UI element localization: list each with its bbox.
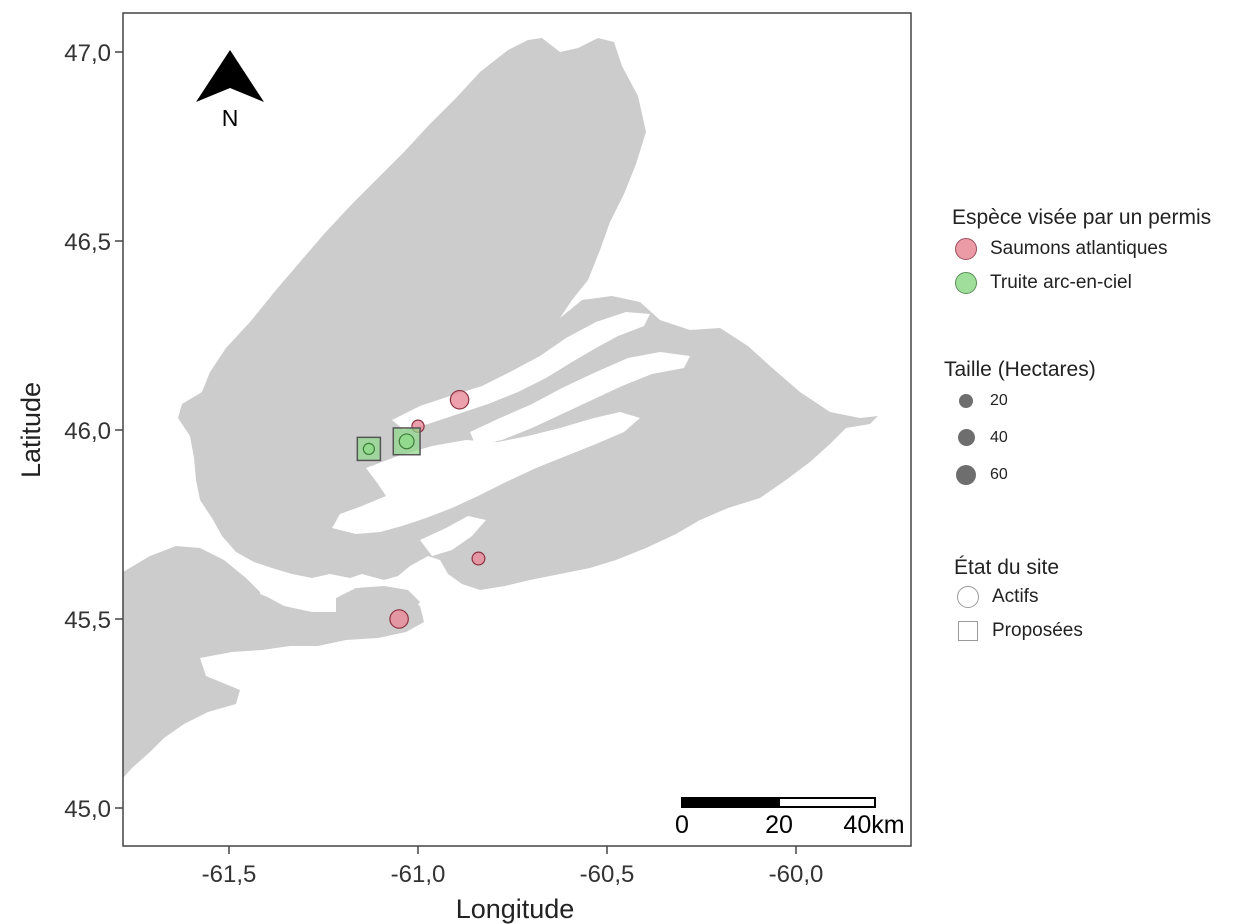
strait-of-canso — [260, 584, 306, 606]
x-tick-label: -61,5 — [202, 861, 257, 888]
legend-state: État du site Actifs Proposées — [954, 556, 1083, 648]
north-arrow-label: N — [222, 105, 239, 131]
legend-label-trout: Truite arc-en-ciel — [990, 272, 1132, 293]
legend-item-salmon: Saumons atlantiques — [952, 230, 1211, 268]
x-tick-label: -61,0 — [391, 861, 446, 888]
size-60-swatch — [952, 461, 980, 489]
x-axis: -61,5 -61,0 -60,5 -60,0 — [202, 846, 824, 888]
trout-site-marker — [362, 442, 375, 456]
legend-label-proposed: Proposées — [992, 620, 1083, 641]
salmon-site-marker — [449, 389, 470, 410]
legend-label-size-40: 40 — [990, 428, 1008, 446]
y-tick-label: 47,0 — [64, 40, 111, 67]
size-40-swatch — [952, 424, 980, 452]
x-tick-label: -60,5 — [580, 861, 635, 888]
proposed-square-icon — [954, 617, 982, 645]
salmon-site-marker — [471, 551, 486, 566]
cape-breton-landmass — [178, 38, 878, 590]
legend-item-trout: Truite arc-en-ciel — [952, 264, 1211, 302]
active-circle-icon — [954, 583, 982, 611]
site-markers — [356, 389, 486, 629]
water-channel-mid — [470, 352, 690, 446]
legend-species-title: Espèce visée par un permis — [952, 206, 1212, 229]
trout-site-marker — [398, 433, 415, 450]
legend-size: Taille (Hectares) 20 40 60 — [944, 358, 1096, 493]
x-axis-title: Longitude — [456, 894, 575, 924]
legend-label-active: Actifs — [992, 586, 1039, 607]
salmon-site-marker — [389, 609, 409, 629]
water-channel-south — [420, 516, 486, 556]
salmon-swatch — [952, 235, 980, 263]
trout-swatch — [952, 269, 980, 297]
scale-label-0: 0 — [675, 811, 689, 839]
scale-bar-outline — [681, 797, 876, 808]
y-tick-label: 45,0 — [64, 796, 111, 823]
mainland-landmass — [123, 546, 424, 778]
legend-label-size-60: 60 — [990, 465, 1008, 483]
north-arrow: N — [196, 50, 264, 131]
scale-bar-white — [778, 797, 876, 808]
legend-label-size-20: 20 — [990, 391, 1008, 409]
legend-item-active: Actifs — [954, 580, 1083, 614]
north-arrow-icon — [196, 50, 264, 102]
legend-label-salmon: Saumons atlantiques — [990, 238, 1168, 259]
scale-bar: 0 20 40km — [675, 797, 905, 839]
y-tick-label: 46,5 — [64, 229, 111, 256]
legend-state-title: État du site — [954, 556, 1060, 579]
y-tick-label: 46,0 — [64, 418, 111, 445]
legend-size-title: Taille (Hectares) — [944, 358, 1096, 381]
x-tick-label: -60,0 — [769, 861, 824, 888]
y-axis: 47,0 46,5 46,0 45,5 45,0 — [64, 40, 123, 823]
land-layer — [123, 38, 878, 778]
scale-bar-black — [682, 798, 779, 807]
scale-label-20: 20 — [765, 811, 793, 839]
legend-species: Espèce visée par un permis Saumons atlan… — [952, 206, 1211, 302]
legend-item-proposed: Proposées — [954, 614, 1083, 648]
y-axis-title: Latitude — [16, 382, 46, 478]
legend-item-size-60: 60 — [952, 456, 1096, 493]
legend-item-size-20: 20 — [952, 382, 1096, 419]
scale-label-40km: 40km — [843, 811, 904, 839]
bras-dor-lake — [332, 412, 640, 534]
y-tick-label: 45,5 — [64, 607, 111, 634]
size-20-swatch — [952, 387, 980, 415]
legend-item-size-40: 40 — [952, 419, 1096, 456]
